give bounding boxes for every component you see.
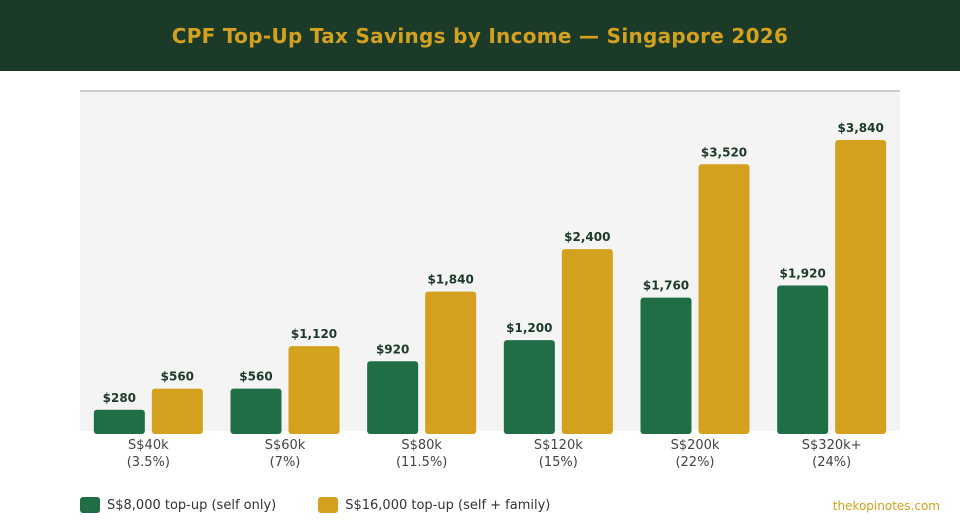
x-tick-label-1: S$60k xyxy=(265,438,306,453)
chart-legend: S$8,000 top-up (self only) S$16,000 top-… xyxy=(80,497,592,513)
x-tick-label-3: S$120k xyxy=(534,438,583,453)
x-tick-sublabel-1: (7%) xyxy=(270,455,301,470)
data-label-family-2: $1,840 xyxy=(428,273,474,287)
data-label-self-3: $1,200 xyxy=(506,321,552,335)
bar-family-2 xyxy=(425,291,477,434)
legend-swatch-gold xyxy=(318,497,339,513)
bar-family-0 xyxy=(151,388,203,434)
data-label-family-3: $2,400 xyxy=(564,230,610,244)
bar-self-5 xyxy=(777,285,829,434)
chart-header: CPF Top-Up Tax Savings by Income — Singa… xyxy=(0,0,960,71)
source-credit: thekopinotes.com xyxy=(832,499,940,513)
data-label-self-0: $280 xyxy=(103,391,136,405)
bar-family-5 xyxy=(835,140,887,434)
bar-self-4 xyxy=(640,297,692,434)
x-tick-sublabel-5: (24%) xyxy=(812,455,851,470)
legend-label-self-family: S$16,000 top-up (self + family) xyxy=(345,497,551,513)
legend-label-self-only: S$8,000 top-up (self only) xyxy=(107,497,277,513)
data-label-self-2: $920 xyxy=(376,342,409,356)
x-tick-label-2: S$80k xyxy=(401,438,442,453)
bar-family-4 xyxy=(698,164,750,435)
chart-title: CPF Top-Up Tax Savings by Income — Singa… xyxy=(171,23,789,48)
data-label-self-1: $560 xyxy=(239,370,272,384)
data-label-self-5: $1,920 xyxy=(780,267,826,281)
bar-family-1 xyxy=(288,346,340,434)
bar-self-0 xyxy=(93,409,145,434)
x-tick-label-4: S$200k xyxy=(671,438,720,453)
x-tick-sublabel-3: (15%) xyxy=(539,455,578,470)
bar-self-3 xyxy=(503,340,555,434)
bar-self-2 xyxy=(367,361,419,434)
bar-family-3 xyxy=(561,249,613,434)
legend-swatch-green xyxy=(80,497,100,513)
data-label-family-0: $560 xyxy=(161,370,194,384)
bar-self-1 xyxy=(230,388,282,434)
data-label-family-1: $1,120 xyxy=(291,327,337,341)
legend-item-self-family: S$16,000 top-up (self + family) xyxy=(318,497,550,513)
x-tick-sublabel-0: (3.5%) xyxy=(127,455,170,470)
x-tick-label-0: S$40k xyxy=(128,438,169,453)
x-tick-sublabel-2: (11.5%) xyxy=(396,455,447,470)
data-label-self-4: $1,760 xyxy=(643,279,689,293)
plot-area xyxy=(80,90,900,431)
data-label-family-5: $3,840 xyxy=(838,121,884,135)
x-tick-sublabel-4: (22%) xyxy=(675,455,714,470)
data-label-family-4: $3,520 xyxy=(701,145,747,159)
legend-item-self-only: S$8,000 top-up (self only) xyxy=(80,497,276,513)
x-tick-label-5: S$320k+ xyxy=(802,438,862,453)
